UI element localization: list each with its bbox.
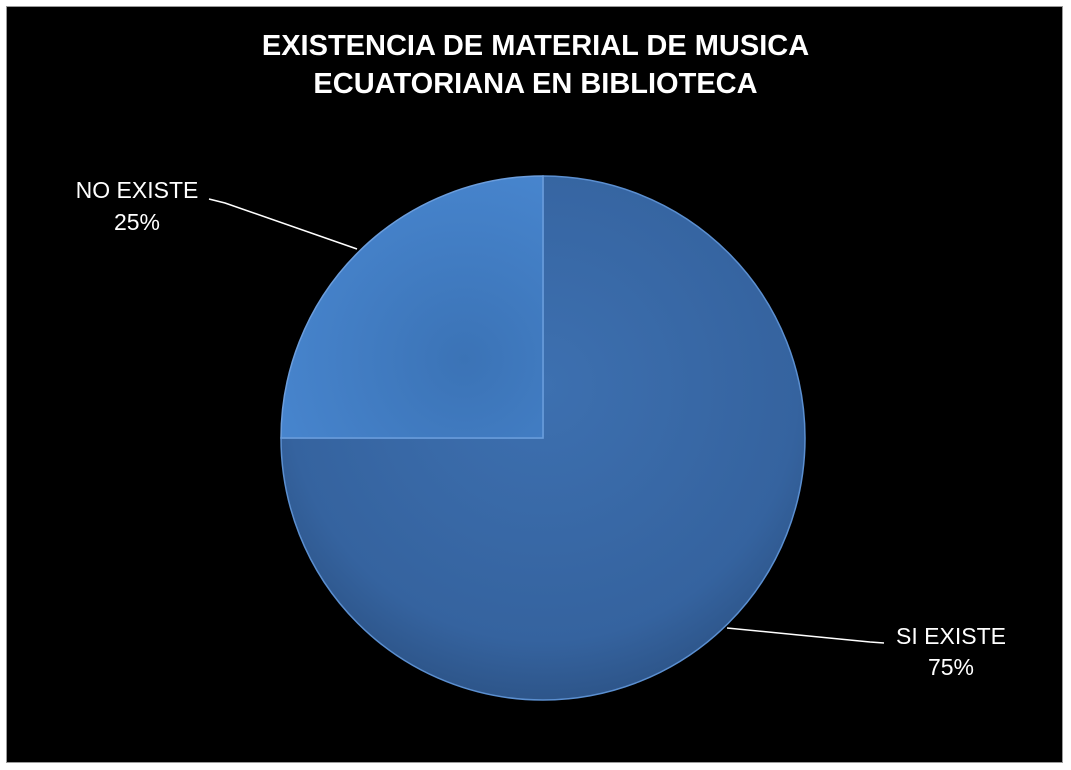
label-si-existe-percent: 75%: [928, 654, 974, 680]
pie-slice-si-existe: [280, 175, 806, 701]
leader-line-no-existe: [208, 198, 358, 250]
label-no-existe: NO EXISTE: [76, 177, 199, 203]
label-si-existe: SI EXISTE: [896, 623, 1006, 649]
chart-title-line-2: ECUATORIANA EN BIBLIOTECA: [313, 68, 758, 100]
chart-title: EXISTENCIA DE MATERIAL DE MUSICA ECUATOR…: [0, 27, 1071, 103]
chart-title-line-1: EXISTENCIA DE MATERIAL DE MUSICA: [261, 30, 810, 62]
pie-slice-no-existe: [280, 175, 544, 439]
leader-line-si-existe: [726, 627, 885, 644]
label-no-existe-percent: 25%: [114, 209, 160, 235]
